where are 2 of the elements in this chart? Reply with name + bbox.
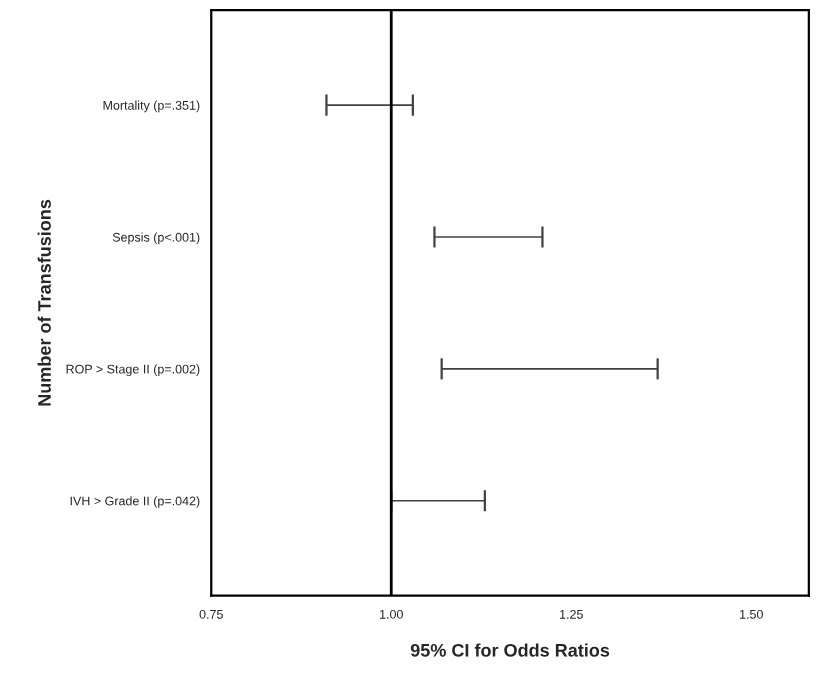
x-axis-title: 95% CI for Odds Ratios xyxy=(410,643,610,657)
y-axis-title: Number of Transfusions xyxy=(37,199,51,406)
